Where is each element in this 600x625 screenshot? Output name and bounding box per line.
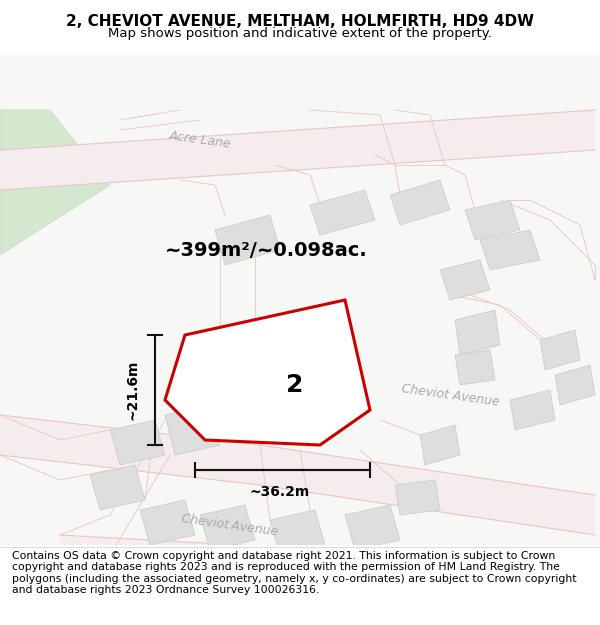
- Text: Contains OS data © Crown copyright and database right 2021. This information is : Contains OS data © Crown copyright and d…: [12, 551, 577, 596]
- Polygon shape: [0, 110, 110, 255]
- Polygon shape: [110, 420, 165, 465]
- Polygon shape: [215, 215, 280, 265]
- Text: Cheviot Avenue: Cheviot Avenue: [400, 382, 500, 408]
- Polygon shape: [465, 200, 520, 240]
- Polygon shape: [480, 230, 540, 270]
- Polygon shape: [140, 500, 195, 545]
- Text: Cheviot Avenue: Cheviot Avenue: [181, 512, 279, 538]
- Polygon shape: [540, 330, 580, 370]
- Polygon shape: [455, 350, 495, 385]
- Polygon shape: [205, 335, 265, 380]
- Polygon shape: [270, 510, 325, 555]
- Text: Acre Lane: Acre Lane: [168, 129, 232, 151]
- Polygon shape: [310, 190, 375, 235]
- Text: 2: 2: [286, 373, 304, 397]
- Polygon shape: [0, 110, 595, 190]
- Text: 2, CHEVIOT AVENUE, MELTHAM, HOLMFIRTH, HD9 4DW: 2, CHEVIOT AVENUE, MELTHAM, HOLMFIRTH, H…: [66, 14, 534, 29]
- Polygon shape: [420, 425, 460, 465]
- Polygon shape: [345, 505, 400, 550]
- Polygon shape: [165, 405, 220, 455]
- Text: Map shows position and indicative extent of the property.: Map shows position and indicative extent…: [108, 27, 492, 39]
- Text: ~399m²/~0.098ac.: ~399m²/~0.098ac.: [165, 241, 368, 259]
- Polygon shape: [165, 300, 370, 445]
- Polygon shape: [395, 480, 440, 515]
- Text: ~36.2m: ~36.2m: [250, 485, 310, 499]
- Polygon shape: [90, 465, 145, 510]
- Polygon shape: [440, 260, 490, 300]
- Polygon shape: [60, 535, 595, 595]
- Polygon shape: [200, 505, 255, 550]
- Polygon shape: [0, 415, 595, 535]
- Polygon shape: [455, 310, 500, 355]
- Polygon shape: [390, 180, 450, 225]
- Polygon shape: [510, 390, 555, 430]
- Text: ~21.6m: ~21.6m: [126, 360, 140, 420]
- Polygon shape: [555, 365, 595, 405]
